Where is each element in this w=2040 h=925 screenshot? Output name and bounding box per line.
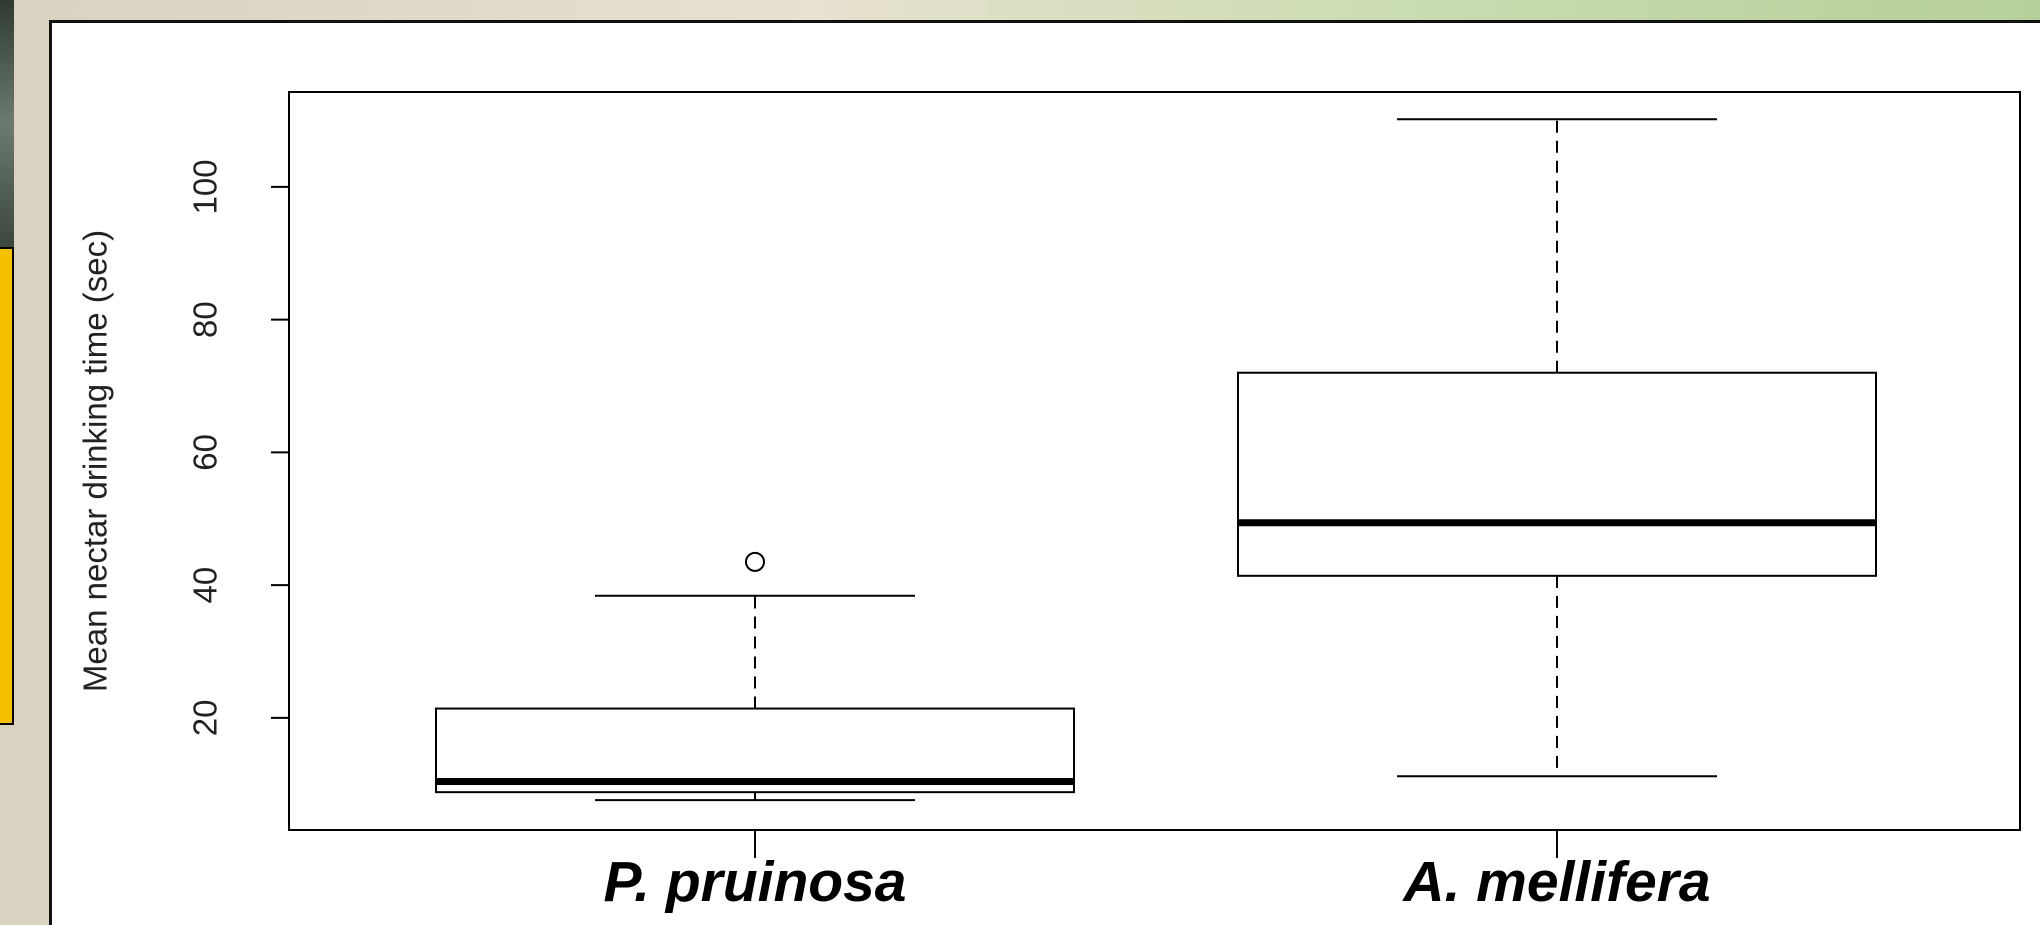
y-tick-label: 40 [187, 567, 224, 604]
y-tick-label: 100 [187, 159, 224, 214]
x-tick-label: A. mellifera [1401, 850, 1710, 914]
y-tick-label: 20 [187, 699, 224, 736]
x-tick-label: P. pruinosa [603, 850, 906, 914]
y-tick-label: 80 [187, 301, 224, 338]
box [1238, 373, 1876, 576]
page: Mean nectar drinking time (sec) 20 40 60 80… [0, 0, 2040, 925]
y-tick-label: 60 [187, 434, 224, 471]
outlier [746, 553, 764, 571]
chart: Mean nectar drinking time (sec) 20 40 60 80… [0, 0, 2040, 925]
y-axis-title: Mean nectar drinking time (sec) [77, 230, 114, 692]
